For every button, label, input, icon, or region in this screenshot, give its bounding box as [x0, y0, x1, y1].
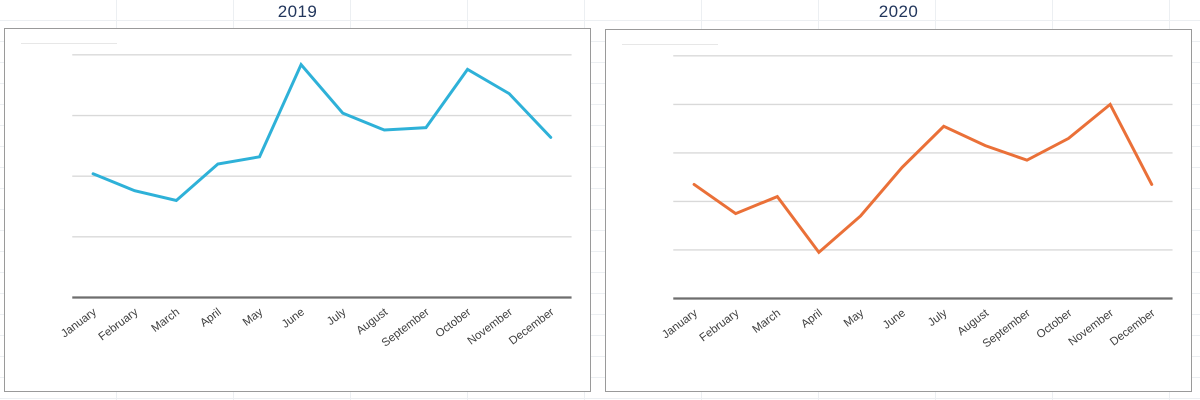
x-axis-label: August: [955, 307, 991, 338]
x-axis-label: December: [1108, 307, 1158, 348]
x-axis-label: February: [97, 306, 141, 343]
x-axis-label: January: [59, 306, 99, 340]
chart-panel-2020[interactable]: January February March April May June July Augu…: [605, 29, 1192, 392]
x-axis-label: October: [434, 306, 474, 340]
render-artifact: [622, 44, 718, 48]
data-series-2020: [692, 102, 1154, 255]
chart-title-2019: 2019: [277, 2, 318, 21]
x-axis-label: June: [280, 306, 307, 330]
x-axis-label: May: [241, 306, 266, 329]
x-axis-label: January: [660, 307, 700, 341]
x-axis-label: October: [1035, 307, 1075, 341]
x-axis-label: August: [354, 306, 390, 337]
chart-panel-2019[interactable]: January February March April May June July Augu…: [4, 28, 591, 392]
x-axis-label: December: [507, 306, 557, 347]
x-axis-label: June: [881, 307, 908, 331]
x-axis-label: April: [799, 307, 825, 330]
x-axis-label: March: [750, 307, 783, 336]
chart-title-2020: 2020: [878, 2, 919, 21]
data-series-2019: [91, 61, 553, 203]
x-axis-label: July: [926, 307, 950, 329]
x-axis-label: November: [1067, 307, 1117, 348]
render-artifact: [21, 43, 117, 47]
x-axis-label: April: [198, 306, 224, 329]
x-axis-label: February: [698, 307, 742, 344]
x-axis-label: March: [149, 306, 182, 335]
x-axis-label: November: [466, 306, 516, 347]
x-axis-label: July: [325, 306, 349, 328]
x-axis-label: May: [842, 307, 867, 330]
